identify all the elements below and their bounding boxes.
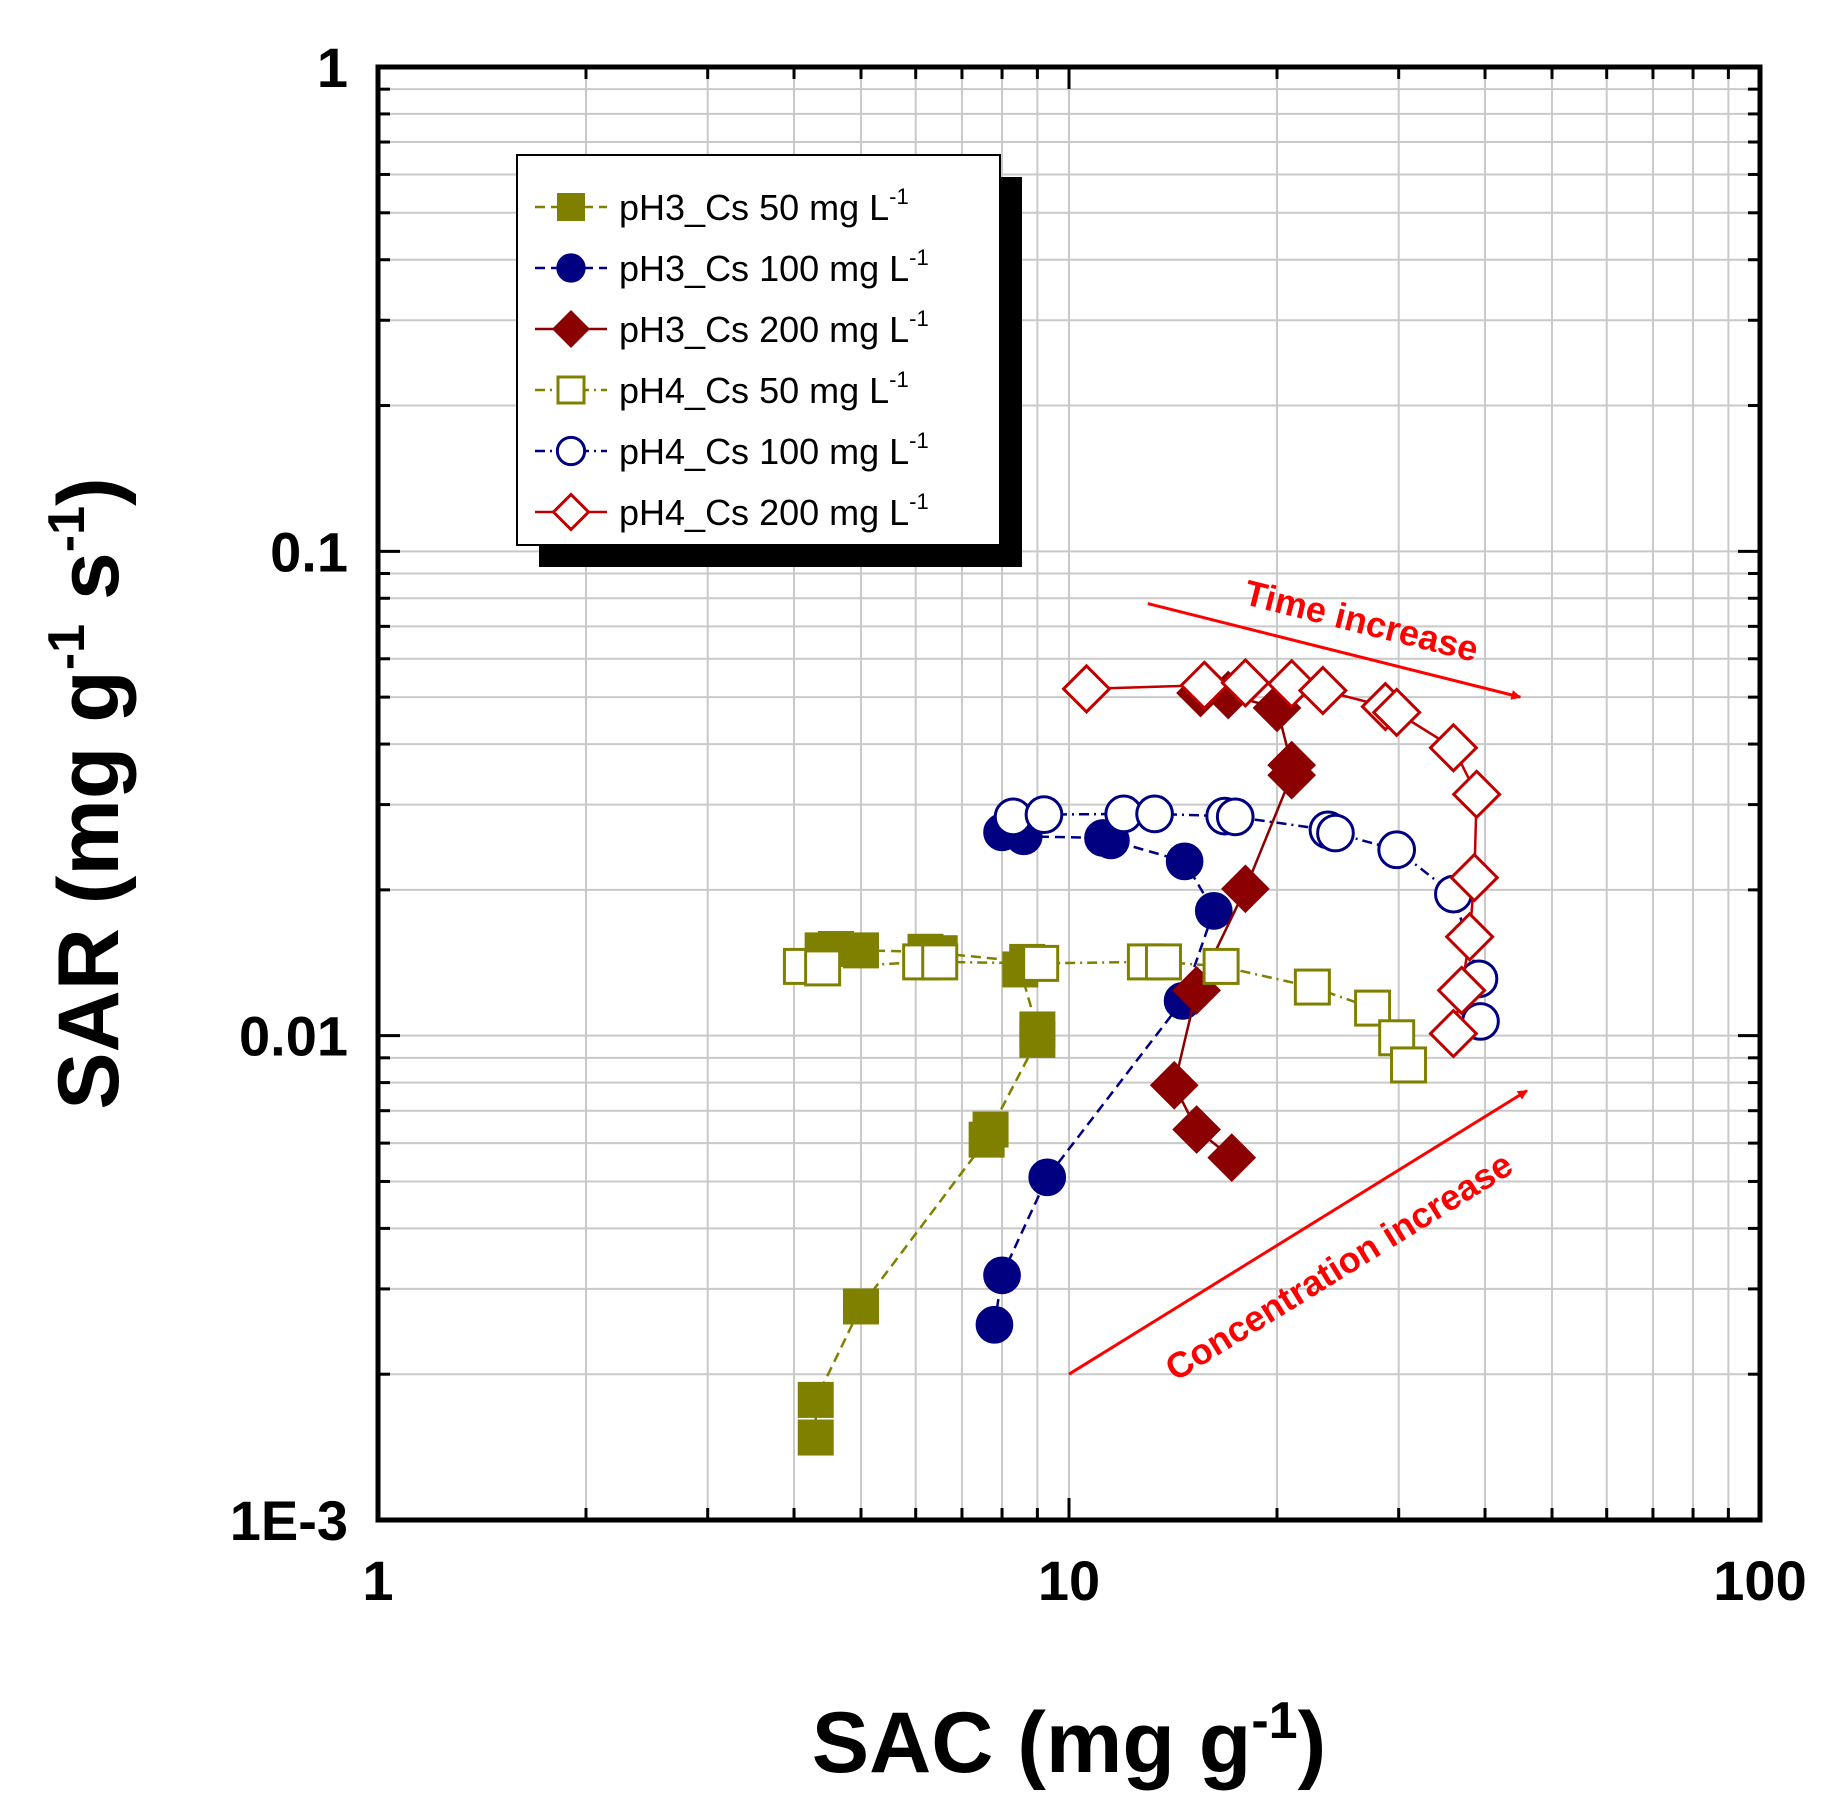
x-tick-label: 100 bbox=[1713, 1549, 1806, 1612]
data-point bbox=[797, 1381, 834, 1418]
legend-item: pH3_Cs 200 mg L-1 bbox=[535, 306, 929, 350]
data-point bbox=[1024, 795, 1064, 834]
data-point bbox=[1371, 687, 1422, 738]
legend-label: pH3_Cs 50 mg L-1 bbox=[619, 184, 909, 228]
data-point bbox=[1293, 968, 1331, 1006]
series-6 bbox=[1061, 657, 1502, 1059]
data-point bbox=[842, 1288, 879, 1325]
legend: pH3_Cs 50 mg L-1 pH3_Cs 100 mg L-1 pH3_Cs … bbox=[516, 154, 1022, 567]
legend-label: pH3_Cs 100 mg L-1 bbox=[619, 245, 929, 289]
data-point bbox=[1428, 722, 1479, 773]
y-tick-label: 1E-3 bbox=[230, 1489, 348, 1552]
legend-marker bbox=[557, 193, 585, 221]
data-point bbox=[1220, 657, 1271, 708]
data-point bbox=[1149, 1060, 1199, 1110]
data-point bbox=[797, 1419, 834, 1456]
data-point bbox=[1061, 663, 1112, 714]
legend-marker bbox=[555, 435, 587, 467]
series-layer bbox=[782, 657, 1502, 1456]
legend-label: pH4_Cs 200 mg L-1 bbox=[619, 489, 929, 533]
x-axis-title: SAC (mg g-1) bbox=[812, 1692, 1326, 1791]
legend-label: pH4_Cs 50 mg L-1 bbox=[619, 367, 909, 411]
legend-box bbox=[516, 154, 1001, 546]
data-point bbox=[1444, 911, 1495, 962]
data-point bbox=[1449, 852, 1500, 903]
data-point bbox=[804, 949, 842, 987]
series-2 bbox=[975, 813, 1233, 1344]
data-point bbox=[921, 943, 959, 981]
data-point bbox=[975, 1305, 1014, 1344]
annotation-label: Concentration increase bbox=[1158, 1143, 1520, 1388]
series-5 bbox=[993, 794, 1500, 1041]
data-point bbox=[1165, 842, 1204, 881]
y-axis-title: SAR (mg g-1 s-1) bbox=[38, 477, 137, 1109]
data-point bbox=[1316, 813, 1355, 853]
y-tick-labels: 1E-3 0.01 0.1 1 bbox=[230, 36, 348, 1552]
series-3 bbox=[1149, 668, 1317, 1182]
y-tick-label: 0.1 bbox=[270, 520, 348, 583]
data-point bbox=[1022, 944, 1060, 982]
data-point bbox=[1267, 740, 1317, 790]
legend-marker bbox=[556, 253, 586, 283]
data-point bbox=[1194, 892, 1233, 930]
data-point bbox=[1436, 965, 1487, 1016]
x-tick-labels: 1 10 100 bbox=[362, 1549, 1806, 1612]
data-point bbox=[1221, 864, 1270, 914]
data-point bbox=[1451, 769, 1502, 820]
data-point bbox=[1179, 660, 1230, 711]
legend-label: pH4_Cs 100 mg L-1 bbox=[619, 428, 929, 472]
series-line bbox=[814, 947, 1039, 1438]
data-point bbox=[1028, 1158, 1067, 1197]
plot-frame bbox=[375, 64, 1763, 1523]
data-point bbox=[1019, 1011, 1056, 1048]
legend-label: pH3_Cs 200 mg L-1 bbox=[619, 306, 929, 350]
legend-marker bbox=[556, 375, 586, 405]
data-point bbox=[983, 1256, 1021, 1295]
series-line bbox=[1172, 691, 1293, 1159]
data-point bbox=[1207, 1133, 1257, 1182]
annotation-arrow bbox=[1068, 1089, 1528, 1376]
legend-item: pH3_Cs 50 mg L-1 bbox=[535, 184, 909, 228]
x-tick-label: 1 bbox=[362, 1549, 393, 1612]
series-line bbox=[1086, 681, 1478, 1034]
data-point bbox=[1377, 830, 1417, 870]
legend-marker bbox=[551, 492, 591, 532]
data-point bbox=[1215, 797, 1255, 837]
legend-item: pH4_Cs 100 mg L-1 bbox=[535, 428, 929, 472]
legend-item: pH4_Cs 200 mg L-1 bbox=[535, 489, 929, 533]
y-tick-label: 0.01 bbox=[239, 1005, 348, 1068]
data-point bbox=[1135, 794, 1174, 834]
data-point bbox=[1172, 1105, 1221, 1154]
y-tick-label: 1 bbox=[317, 36, 348, 99]
series-4 bbox=[782, 943, 1428, 1084]
legend-item: pH3_Cs 100 mg L-1 bbox=[535, 245, 929, 289]
data-point bbox=[1202, 947, 1240, 985]
data-point bbox=[1297, 665, 1348, 716]
series-1 bbox=[797, 930, 1056, 1456]
x-tick-label: 10 bbox=[1038, 1549, 1100, 1612]
data-point bbox=[972, 1111, 1009, 1148]
series-line bbox=[993, 831, 1216, 1325]
annotation-arrow bbox=[1147, 602, 1522, 700]
legend-marker bbox=[552, 310, 590, 348]
data-point bbox=[1144, 943, 1182, 981]
data-point bbox=[1390, 1046, 1428, 1084]
legend-item: pH4_Cs 50 mg L-1 bbox=[535, 367, 909, 411]
data-point bbox=[1428, 1008, 1479, 1059]
